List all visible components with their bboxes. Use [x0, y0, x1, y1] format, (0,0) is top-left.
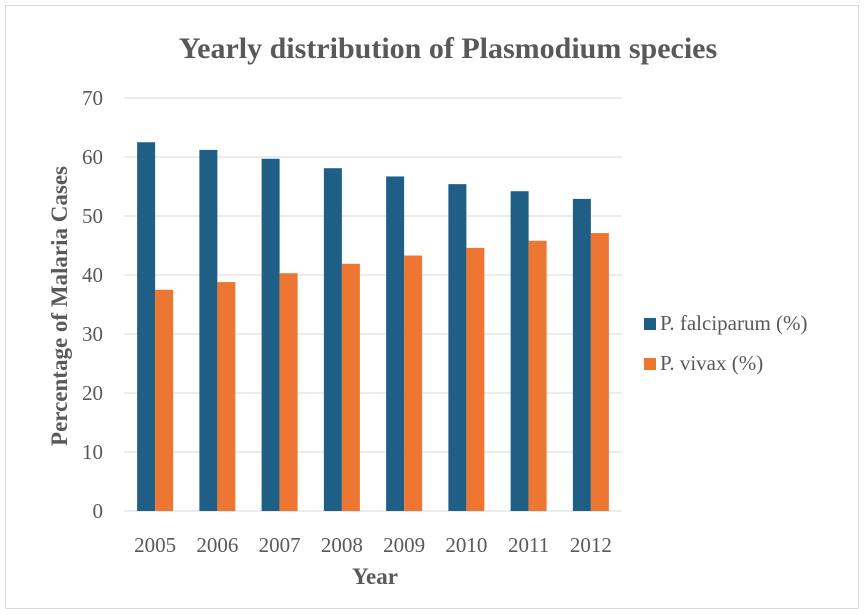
bar-p-falciparum: [572, 198, 591, 511]
legend: P. falciparum (%) P. vivax (%): [644, 311, 808, 375]
x-tick-label: 2012: [570, 533, 612, 557]
bar-p-vivax: [466, 247, 485, 512]
bar-p-vivax: [528, 240, 547, 511]
y-tick-label: 50: [82, 204, 103, 228]
legend-swatch: [644, 318, 656, 330]
legend-swatch: [644, 358, 656, 370]
x-tick-label: 2006: [196, 533, 238, 557]
x-axis-ticks: 2005 2006 2007 2008 2009 2010 2011 2012: [134, 533, 612, 557]
x-tick-label: 2010: [445, 533, 487, 557]
bar-p-falciparum: [448, 184, 467, 511]
y-tick-label: 70: [82, 86, 103, 110]
legend-label: P. vivax (%): [660, 351, 763, 375]
bar-p-vivax: [341, 263, 360, 511]
bar-p-falciparum: [323, 168, 342, 511]
y-axis-ticks: 0 10 20 30 40 50 60 70: [82, 86, 103, 523]
y-tick-label: 10: [82, 440, 103, 464]
x-tick-label: 2007: [259, 533, 301, 557]
bar-p-vivax: [404, 255, 423, 511]
y-tick-label: 20: [82, 381, 103, 405]
y-tick-label: 30: [82, 322, 103, 346]
y-tick-label: 60: [82, 145, 103, 169]
x-tick-label: 2011: [508, 533, 549, 557]
x-axis-label: Year: [352, 564, 398, 589]
y-tick-label: 0: [93, 499, 104, 523]
bars: [137, 142, 609, 512]
bar-p-falciparum: [137, 142, 156, 511]
x-tick-label: 2009: [383, 533, 425, 557]
x-tick-label: 2005: [134, 533, 176, 557]
bar-p-vivax: [279, 273, 298, 511]
gridlines: [124, 97, 622, 512]
bar-p-vivax: [155, 289, 174, 511]
chart-title: Yearly distribution of Plasmodium specie…: [179, 32, 717, 65]
bar-p-falciparum: [386, 176, 405, 511]
bar-p-vivax: [217, 282, 236, 511]
bar-p-falciparum: [510, 191, 529, 511]
bar-p-falciparum: [261, 158, 280, 511]
bar-p-vivax: [590, 233, 609, 512]
legend-label: P. falciparum (%): [660, 311, 808, 335]
y-tick-label: 40: [82, 263, 103, 287]
bar-p-falciparum: [199, 149, 218, 512]
x-tick-label: 2008: [321, 533, 363, 557]
y-axis-label: Percentage of Malaria Cases: [47, 166, 72, 446]
